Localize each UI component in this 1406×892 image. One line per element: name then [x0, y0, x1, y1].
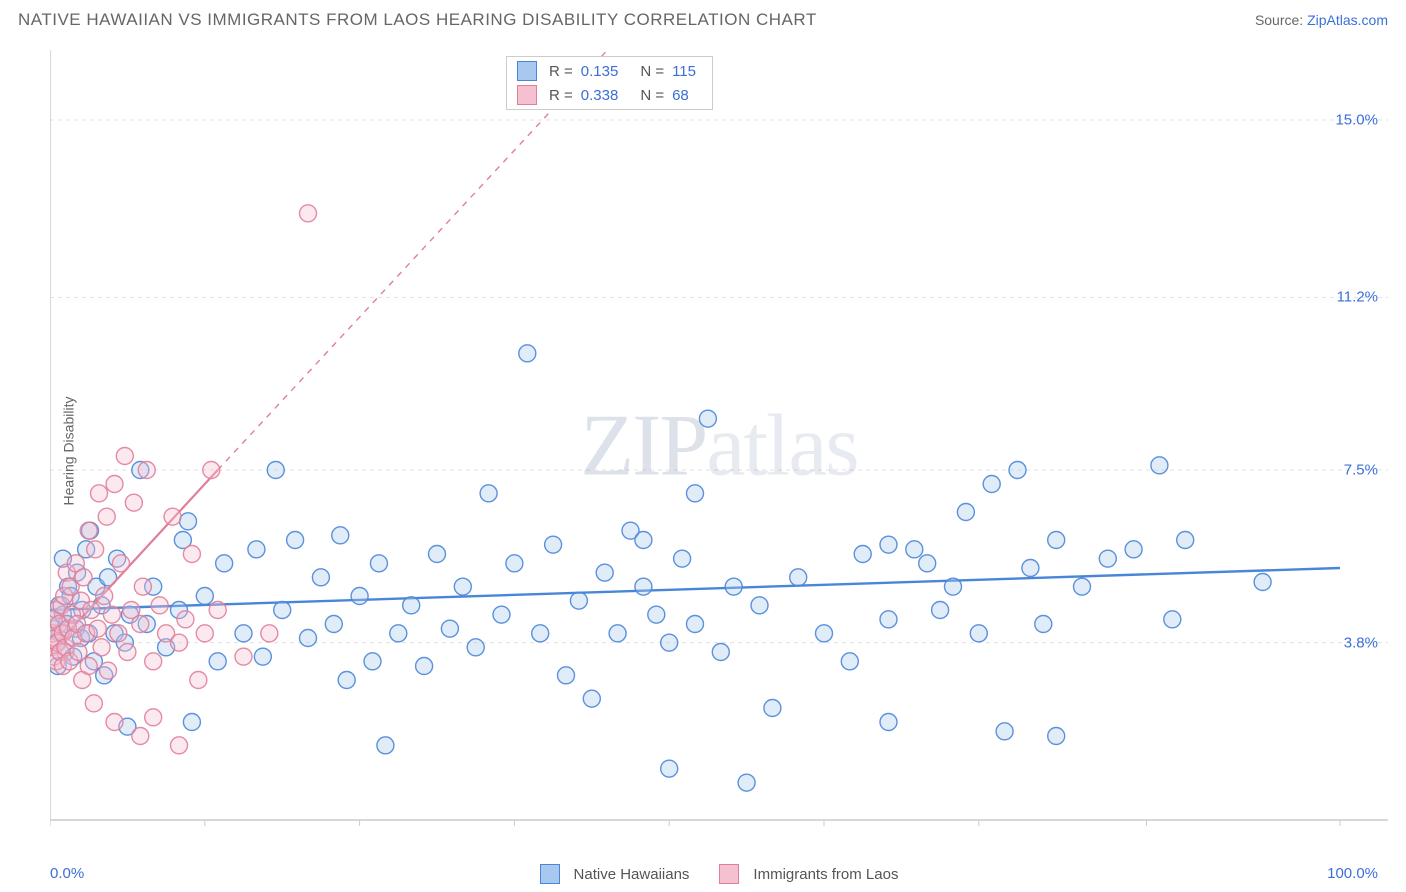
stat-r-label: R =: [549, 87, 573, 104]
stats-legend-box: R = 0.135 N = 115 R = 0.338 N = 68: [506, 56, 713, 110]
source-link[interactable]: ZipAtlas.com: [1307, 12, 1388, 28]
y-tick-label: 15.0%: [1335, 112, 1378, 129]
stats-row: R = 0.338 N = 68: [507, 83, 712, 107]
legend-item-immigrants-laos: Immigrants from Laos: [719, 864, 898, 884]
bottom-legend: Native Hawaiians Immigrants from Laos: [50, 864, 1388, 884]
stat-n-value: 115: [672, 63, 696, 80]
stat-r-value: 0.338: [581, 87, 619, 104]
chart-title: NATIVE HAWAIIAN VS IMMIGRANTS FROM LAOS …: [18, 10, 817, 30]
stats-row: R = 0.135 N = 115: [507, 59, 712, 83]
y-tick-label: 7.5%: [1344, 462, 1378, 479]
legend-label: Native Hawaiians: [574, 866, 690, 883]
plot-area: Hearing Disability ZIPatlas R =0.135N =1…: [50, 50, 1388, 852]
legend-item-native-hawaiians: Native Hawaiians: [540, 864, 690, 884]
legend-swatch-icon: [517, 61, 537, 81]
stat-r-value: 0.135: [581, 63, 619, 80]
stat-n-label: N =: [640, 87, 664, 104]
source-label: Source: ZipAtlas.com: [1255, 12, 1388, 28]
y-axis-label: Hearing Disability: [60, 397, 76, 506]
stat-n-label: N =: [640, 63, 664, 80]
correlation-scatter-chart: [50, 50, 1388, 852]
legend-swatch-icon: [719, 864, 739, 884]
stat-r-label: R =: [549, 63, 573, 80]
stat-n-value: 68: [672, 87, 689, 104]
y-tick-label: 11.2%: [1337, 289, 1378, 306]
legend-swatch-icon: [540, 864, 560, 884]
legend-swatch-icon: [517, 85, 537, 105]
legend-label: Immigrants from Laos: [753, 866, 898, 883]
y-tick-label: 3.8%: [1344, 634, 1378, 651]
